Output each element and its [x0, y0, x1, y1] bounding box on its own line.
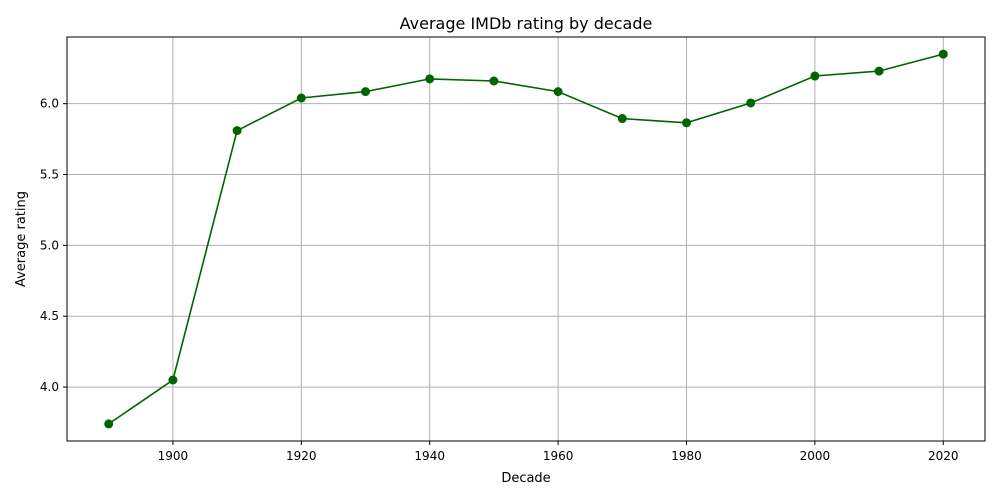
x-tick-label: 1960: [543, 449, 574, 463]
axis-ticks: 1900 1920 1940 1960 1980 2000 2020 4.0 4.5 5.0 5.5…: [40, 97, 959, 463]
data-point: [425, 74, 435, 84]
plot-frame: [66, 36, 986, 442]
data-point: [617, 114, 627, 124]
data-point: [810, 71, 820, 81]
data-point: [746, 98, 756, 108]
data-point: [553, 87, 563, 97]
data-point: [681, 118, 691, 128]
data-point: [489, 76, 499, 86]
y-axis-label: Average rating: [14, 191, 29, 287]
y-tick-label: 5.0: [40, 238, 59, 252]
data-point: [232, 126, 242, 136]
data-series: [104, 49, 948, 429]
data-point: [296, 93, 306, 103]
data-point: [168, 375, 178, 385]
x-tick-label: 1920: [286, 449, 317, 463]
x-tick-label: 2000: [800, 449, 831, 463]
series-line: [108, 53, 944, 425]
x-tick-label: 1940: [414, 449, 445, 463]
chart-title: Average IMDb rating by decade: [400, 14, 653, 33]
data-point: [361, 87, 371, 97]
data-point: [104, 419, 114, 429]
grid-lines: [67, 37, 985, 441]
y-tick-label: 4.0: [40, 380, 59, 394]
x-tick-label: 1900: [158, 449, 189, 463]
y-tick-label: 6.0: [40, 97, 59, 111]
data-point: [938, 49, 948, 59]
x-tick-label: 1980: [671, 449, 702, 463]
x-tick-label: 2020: [928, 449, 959, 463]
y-tick-label: 5.5: [40, 168, 59, 182]
x-axis-label: Decade: [501, 471, 550, 486]
y-tick-label: 4.5: [40, 309, 59, 323]
data-point: [874, 66, 884, 76]
